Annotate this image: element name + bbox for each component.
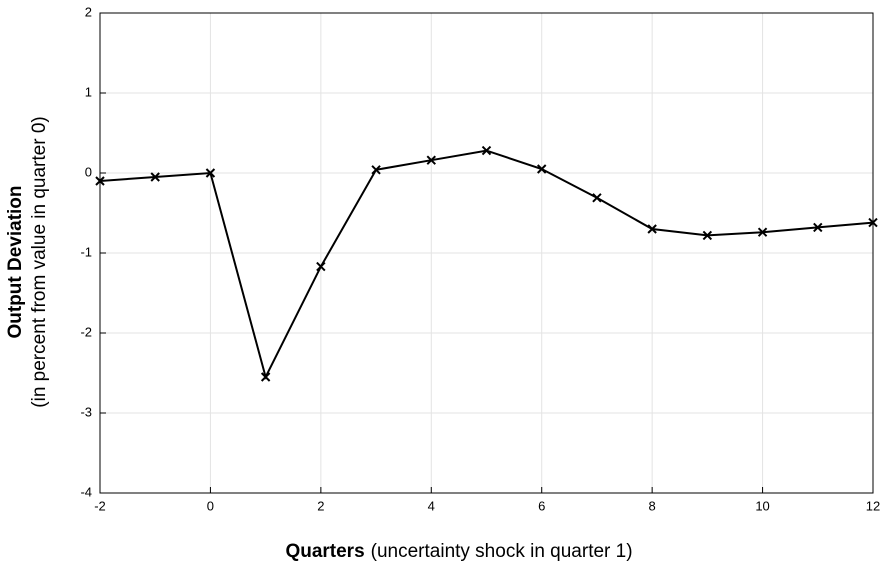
marker — [95, 176, 105, 186]
x-label-bold: Quarters — [285, 541, 364, 562]
marker — [481, 145, 492, 156]
marker — [592, 193, 602, 203]
marker — [371, 165, 381, 175]
y-tick-label: 2 — [85, 4, 92, 19]
y-tick-label: -3 — [80, 404, 92, 419]
x-tick-label: 6 — [538, 498, 545, 513]
y-tick-label: -4 — [80, 484, 92, 499]
marker — [757, 227, 768, 237]
marker — [868, 217, 878, 228]
x-tick-label: 0 — [207, 498, 214, 513]
y-tick-label: -1 — [80, 244, 92, 259]
x-axis-label: Quarters (uncertainty shock in quarter 1) — [285, 541, 632, 562]
marker — [647, 224, 657, 234]
y-label-sub: (in percent from value in quarter 0) — [29, 116, 50, 407]
x-tick-label: 10 — [755, 498, 769, 513]
y-tick-label: -2 — [80, 324, 92, 339]
y-tick-label: 1 — [85, 84, 92, 99]
y-tick-label: 0 — [85, 164, 92, 179]
x-label-rest: (uncertainty shock in quarter 1) — [371, 541, 633, 562]
marker — [426, 155, 436, 165]
y-axis-label: Output Deviation (in percent from value … — [5, 116, 50, 407]
marker — [316, 261, 326, 272]
marker — [150, 172, 160, 182]
y-label-bold: Output Deviation — [5, 185, 26, 338]
marker — [702, 230, 713, 241]
x-tick-label: 8 — [649, 498, 656, 513]
marker — [205, 168, 216, 178]
series-line — [99, 149, 874, 380]
x-tick-label: -2 — [94, 498, 106, 513]
x-tick-label: 12 — [866, 498, 880, 513]
marker — [537, 164, 547, 174]
plot-frame — [99, 12, 874, 494]
x-tick-label: 4 — [428, 498, 435, 513]
marker — [813, 222, 823, 233]
x-tick-label: 2 — [317, 498, 324, 513]
marker — [260, 372, 271, 382]
